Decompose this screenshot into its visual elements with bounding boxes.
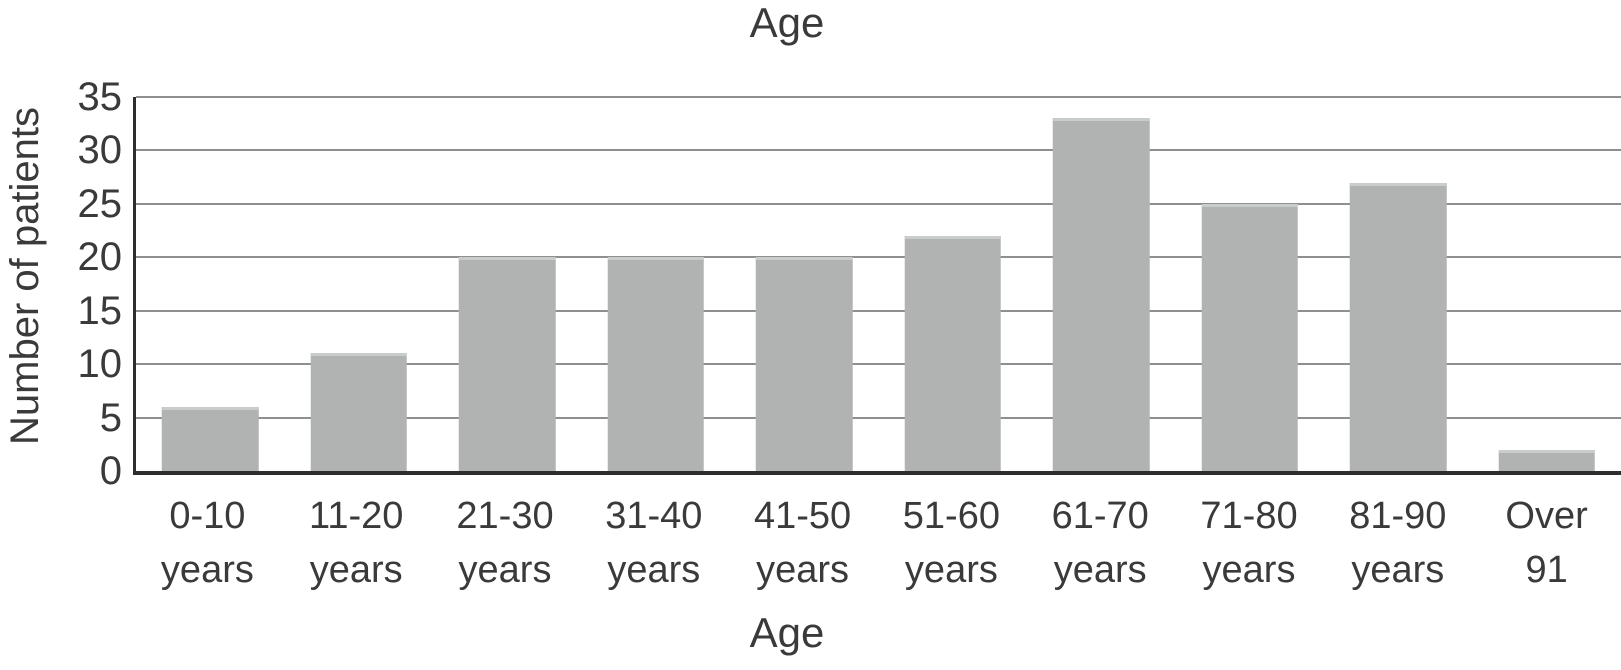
x-tick-label-31-40-years: 31-40 years xyxy=(605,490,702,598)
x-tick-line: 81-90 xyxy=(1349,495,1447,537)
x-tick-label-81-90-years: 81-90 years xyxy=(1349,490,1446,598)
bar-71-80-years xyxy=(1201,203,1299,471)
bar-51-60-years xyxy=(904,235,1002,471)
x-tick-line: years xyxy=(1202,548,1296,591)
gridline-y-35 xyxy=(136,96,1621,98)
chart-title: Age xyxy=(749,0,825,46)
x-tick-label-11-20-years: 11-20 years xyxy=(309,490,403,598)
x-tick-line: 91 xyxy=(1525,548,1568,591)
bar-21-30-years xyxy=(458,257,556,471)
x-tick-line: years xyxy=(458,548,552,591)
gridline-y-30 xyxy=(136,149,1621,152)
gridline-y-5 xyxy=(136,416,1621,419)
gridline-y-20 xyxy=(136,256,1621,259)
x-tick-label-51-60-years: 51-60 years xyxy=(903,490,1000,598)
x-tick-line: years xyxy=(160,548,254,591)
y-tick-label-20: 20 xyxy=(77,235,123,280)
x-tick-line: 21-30 xyxy=(456,495,554,537)
bar-11-20-years xyxy=(310,353,408,471)
x-tick-label-71-80-years: 71-80 years xyxy=(1200,490,1297,598)
plot-area xyxy=(133,96,1621,475)
x-tick-line: years xyxy=(607,548,701,591)
y-tick-label-10: 10 xyxy=(77,342,123,387)
x-tick-line: 31-40 xyxy=(605,495,703,537)
x-tick-line: 51-60 xyxy=(902,495,1000,537)
y-tick-labels: 0 5 10 15 20 25 30 35 xyxy=(0,77,123,491)
x-axis-title: Age xyxy=(749,609,825,656)
gridline-y-25 xyxy=(136,202,1621,205)
y-tick-label-5: 5 xyxy=(99,395,122,440)
x-tick-line: 61-70 xyxy=(1051,495,1149,537)
x-tick-label-41-50-years: 41-50 years xyxy=(754,490,851,598)
x-tick-line: years xyxy=(1351,548,1445,591)
x-tick-labels: 0-10 years 11-20 years 21-30 years 31-40 years 4… xyxy=(133,490,1621,605)
x-tick-label-21-30-years: 21-30 years xyxy=(456,490,553,598)
x-tick-line: years xyxy=(1053,548,1147,591)
bar-over-91 xyxy=(1498,449,1596,471)
gridline-y-15 xyxy=(136,309,1621,312)
x-tick-label-over-91: Over 91 xyxy=(1505,490,1587,598)
x-tick-line: years xyxy=(904,548,998,591)
y-tick-label-35: 35 xyxy=(77,75,123,119)
x-tick-line: years xyxy=(309,548,403,591)
y-tick-label-0: 0 xyxy=(99,449,122,493)
x-tick-line: 0-10 xyxy=(169,495,246,537)
bar-61-70-years xyxy=(1052,118,1150,471)
x-tick-line: Over xyxy=(1505,495,1588,537)
bar-0-10-years xyxy=(161,406,259,471)
x-tick-line: years xyxy=(756,548,850,591)
y-tick-label-30: 30 xyxy=(77,128,123,173)
bar-81-90-years xyxy=(1349,182,1447,471)
gridline-y-10 xyxy=(136,363,1621,366)
y-tick-label-25: 25 xyxy=(77,181,123,226)
x-tick-line: 71-80 xyxy=(1200,495,1298,537)
x-tick-line: 11-20 xyxy=(309,495,404,537)
x-tick-label-61-70-years: 61-70 years xyxy=(1052,490,1149,598)
bar-41-50-years xyxy=(755,257,853,471)
x-tick-label-0-10-years: 0-10 years xyxy=(161,490,254,598)
y-tick-label-15: 15 xyxy=(77,288,123,333)
bar-31-40-years xyxy=(607,257,705,471)
x-tick-line: 41-50 xyxy=(753,495,852,537)
